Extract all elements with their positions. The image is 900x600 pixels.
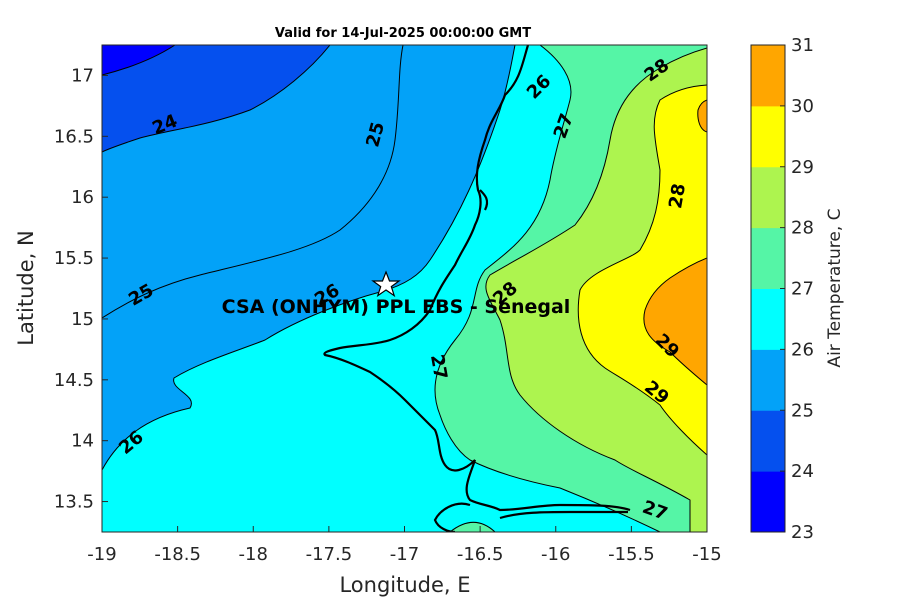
x-axis: -19 -18.5 -18 -17.5 -17 -16.5 -16 -15.5 -15 <box>87 526 722 565</box>
station-label: CSA (ONHYM) PPL EBS - Senegal <box>222 296 571 318</box>
y-tick-label: 14 <box>71 431 94 452</box>
colorbar-label: Air Temperature, C <box>825 208 845 367</box>
colorbar-swatch <box>751 410 785 472</box>
x-tick-label: -16.5 <box>457 544 504 565</box>
colorbar-tick-label: 26 <box>791 339 814 360</box>
contour-lines <box>102 45 707 532</box>
colorbar-tick-label: 27 <box>791 279 814 300</box>
colorbar-tick-label: 29 <box>791 157 814 178</box>
colorbar-swatch <box>751 166 785 229</box>
band-24-25 <box>102 45 330 152</box>
y-axis-label: Latitude, N <box>14 230 38 346</box>
colorbar-tick-label: 31 <box>791 35 814 56</box>
y-tick-label: 17 <box>71 65 94 86</box>
chart-title: Valid for 14-Jul-2025 00:00:00 GMT <box>275 26 531 41</box>
y-axis: 13.5 14 14.5 15 15.5 16 16.5 17 <box>54 65 108 513</box>
x-tick-label: -16 <box>541 544 570 565</box>
plot-area: 24 25 25 26 26 26 27 27 27 28 28 28 29 2… <box>102 45 707 532</box>
y-tick-label: 13.5 <box>54 492 94 513</box>
band-29-30 <box>578 85 707 455</box>
colorbar-tick-label: 23 <box>791 522 814 543</box>
colorbar-swatch <box>751 471 785 533</box>
colorbar-tick-label: 28 <box>791 218 814 239</box>
y-tick-label: 14.5 <box>54 370 94 391</box>
band-30-31 <box>643 258 707 385</box>
coastline <box>323 45 631 532</box>
x-tick-label: -17 <box>390 544 419 565</box>
colorbar: 23 24 25 26 27 28 29 30 31 <box>750 35 814 543</box>
contour-label: 27 <box>426 353 451 381</box>
x-tick-label: -17.5 <box>306 544 353 565</box>
x-tick-label: -19 <box>87 544 116 565</box>
contour-label: 28 <box>665 182 690 210</box>
colorbar-swatch <box>751 349 785 411</box>
colorbar-swatch <box>751 288 785 350</box>
x-axis-label: Longitude, E <box>339 573 470 597</box>
y-tick-label: 16 <box>71 187 94 208</box>
colorbar-tick-label: 25 <box>791 400 814 421</box>
y-tick-label: 15.5 <box>54 248 94 269</box>
colorbar-swatch <box>751 45 785 107</box>
y-tick-label: 16.5 <box>54 126 94 147</box>
colorbar-swatch <box>751 227 785 289</box>
station-star-icon <box>371 270 401 298</box>
colorbar-swatch <box>751 105 785 168</box>
x-tick-label: -15 <box>692 544 721 565</box>
band-23-24 <box>102 45 175 75</box>
x-tick-label: -15.5 <box>608 544 655 565</box>
band-30-31-north <box>697 100 707 132</box>
colorbar-tick-label: 30 <box>791 96 814 117</box>
y-tick-label: 15 <box>71 309 94 330</box>
x-tick-label: -18.5 <box>154 544 201 565</box>
x-tick-label: -18 <box>239 544 268 565</box>
colorbar-tick-label: 24 <box>791 461 814 482</box>
